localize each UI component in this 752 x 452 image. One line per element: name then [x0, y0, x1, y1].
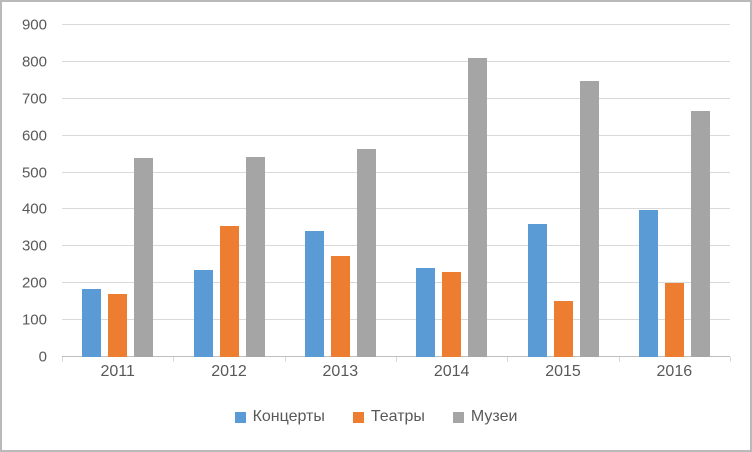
- gridline-900: [62, 24, 730, 25]
- bar-museums-2016: [690, 111, 710, 357]
- bar-theaters-2013: [330, 256, 350, 357]
- y-tick-label-500: 500: [21, 164, 47, 182]
- bar-theaters-2014: [442, 272, 462, 357]
- x-axis-label-2014: 2014: [433, 363, 470, 380]
- legend-label-theaters: Театры: [370, 408, 425, 425]
- gridline-100: [62, 319, 730, 321]
- x-axis-label-2011: 2011: [100, 363, 135, 380]
- x-tick-mark-0: [62, 357, 63, 362]
- bar-concerts-2013: [304, 231, 324, 357]
- x-axis-label-2013: 2013: [322, 363, 359, 380]
- x-axis: 2011 2012 2013 2014 2015 2016: [62, 363, 730, 387]
- x-axis-label-2012: 2012: [211, 363, 247, 380]
- legend-label-concerts: Концерты: [252, 408, 325, 425]
- x-tick-mark-6: [730, 357, 731, 362]
- plot-area: [62, 24, 730, 357]
- y-tick-label-0: 0: [38, 348, 47, 366]
- legend-item-concerts: Концерты: [234, 408, 325, 426]
- y-axis: 0 100 200 300 400 500 600 700 800 900: [2, 17, 47, 366]
- x-tick-mark-5: [618, 357, 620, 362]
- gridline-200: [62, 282, 730, 284]
- gridline-400: [62, 208, 730, 210]
- x-axis-label-2015: 2015: [545, 363, 581, 380]
- y-tick-label-300: 300: [21, 237, 47, 255]
- bar-concerts-2014: [416, 268, 436, 357]
- bar-museums-2014: [468, 58, 488, 357]
- x-tick-mark-4: [507, 357, 509, 362]
- bar-concerts-2011: [82, 288, 102, 357]
- x-axis-line: [62, 356, 730, 357]
- legend: Концерты Театры Музеи: [2, 408, 750, 426]
- y-tick-label-200: 200: [21, 274, 47, 292]
- gridline-700: [62, 97, 730, 99]
- y-tick-label-400: 400: [21, 200, 47, 218]
- bar-theaters-2012: [219, 226, 239, 357]
- gridline-800: [62, 60, 730, 62]
- x-tick-mark-1: [173, 357, 175, 362]
- bar-theaters-2015: [553, 300, 573, 357]
- bar-theaters-2011: [108, 294, 128, 357]
- gridline-300: [62, 245, 730, 247]
- legend-swatch-icon-concerts: [234, 411, 246, 423]
- y-tick-label-100: 100: [21, 311, 47, 329]
- y-tick-label-700: 700: [21, 90, 47, 108]
- bar-concerts-2016: [638, 209, 658, 357]
- legend-item-theaters: Театры: [352, 408, 425, 426]
- legend-item-museums: Музеи: [452, 408, 518, 426]
- x-axis-label-2016: 2016: [656, 363, 693, 380]
- bar-concerts-2012: [193, 269, 213, 357]
- bar-museums-2013: [356, 148, 376, 357]
- y-tick-label-600: 600: [21, 127, 47, 145]
- gridline-500: [62, 171, 730, 173]
- bar-concerts-2015: [527, 224, 547, 357]
- y-tick-label-900: 900: [21, 16, 47, 34]
- bar-museums-2012: [245, 156, 265, 357]
- y-tick-label-800: 800: [21, 53, 47, 71]
- x-tick-mark-3: [396, 357, 397, 362]
- bar-theaters-2016: [664, 282, 684, 357]
- x-tick-mark-2: [284, 357, 286, 362]
- legend-label-museums: Музеи: [470, 408, 518, 425]
- legend-swatch-icon-theaters: [352, 411, 364, 423]
- legend-swatch-icon-museums: [452, 411, 464, 423]
- bar-museums-2015: [579, 81, 599, 357]
- bar-museums-2011: [134, 157, 154, 357]
- gridline-600: [62, 134, 730, 136]
